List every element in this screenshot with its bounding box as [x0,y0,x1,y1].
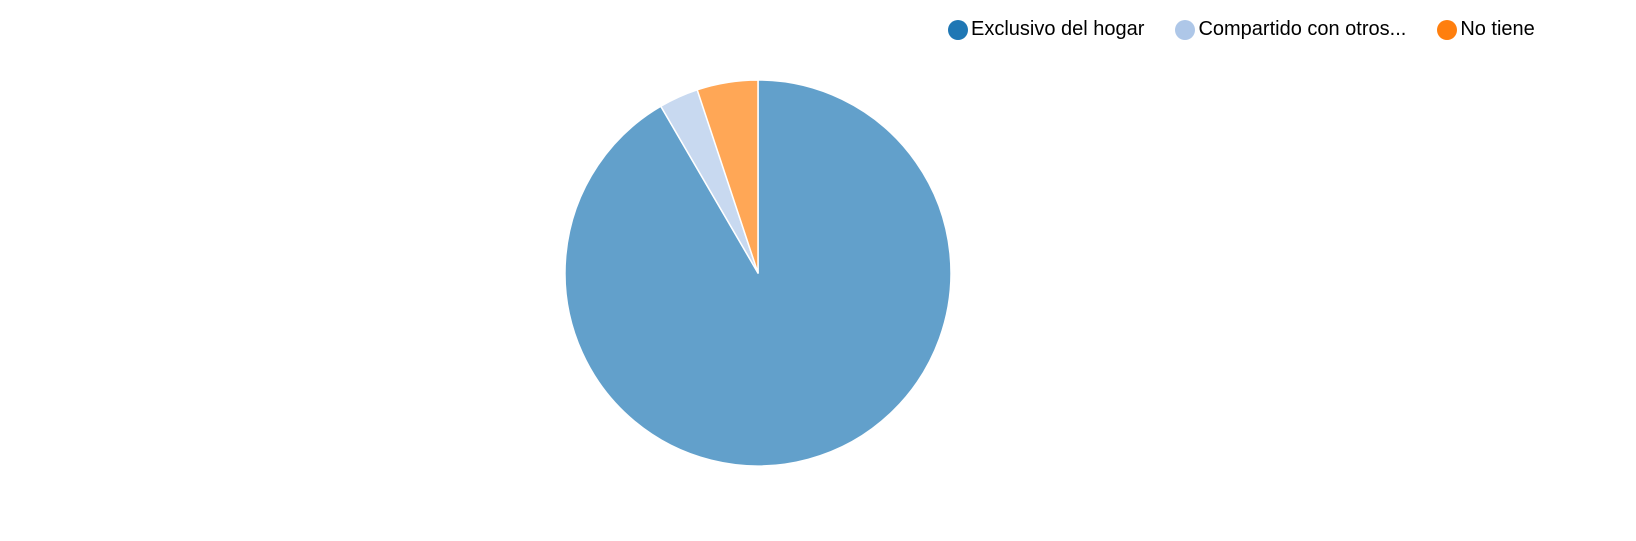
chart-legend: Exclusivo del hogar Compartido con otros… [948,18,1566,41]
legend-swatch-no-tiene [1437,19,1458,40]
legend-item-compartido[interactable]: Compartido con otros... [1175,18,1406,41]
legend-item-exclusivo[interactable]: Exclusivo del hogar [948,18,1144,41]
legend-swatch-exclusivo [948,19,968,40]
legend-item-no-tiene[interactable]: No tiene [1437,18,1535,41]
pie-slice-no-tiene[interactable] [696,79,759,274]
legend-swatch-compartido [1175,19,1196,40]
legend-label-compartido: Compartido con otros... [1198,18,1407,40]
legend-label-no-tiene: No tiene [1460,18,1535,40]
legend-label-exclusivo: Exclusivo del hogar [971,18,1145,40]
